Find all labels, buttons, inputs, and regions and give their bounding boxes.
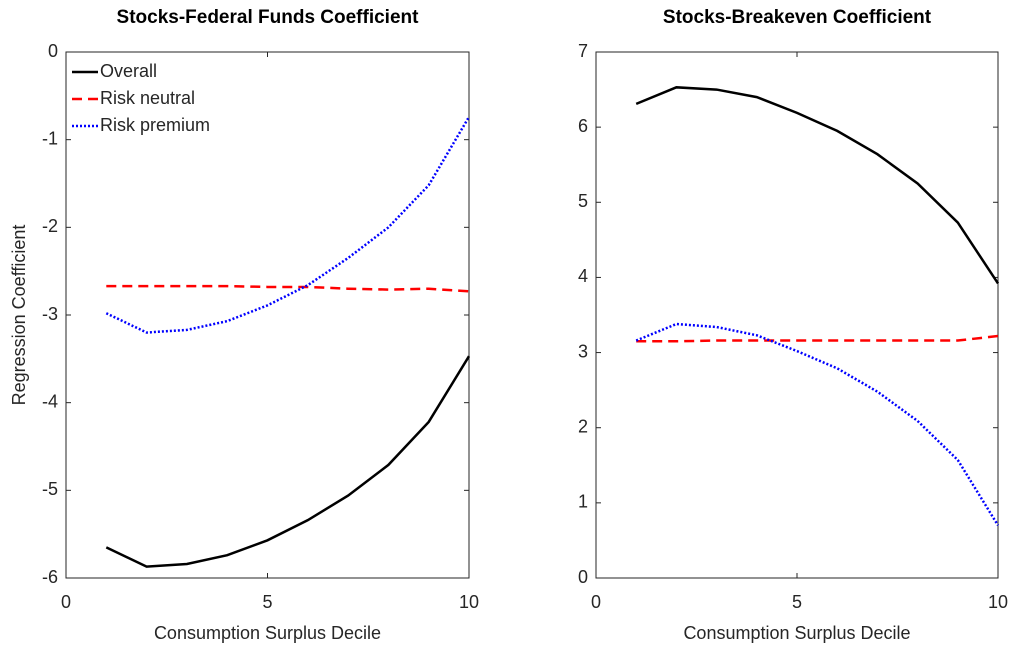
series-line [106,284,470,293]
y-axis-label: Regression Coefficient [9,225,29,406]
y-tick-label: 0 [578,567,588,587]
x-axis-label: Consumption Surplus Decile [154,623,381,643]
y-tick-label: 3 [578,341,588,361]
x-tick-label: 0 [591,592,601,612]
y-tick-label: 5 [578,191,588,211]
x-tick-label: 5 [792,592,802,612]
x-tick-label: 10 [459,592,479,612]
y-tick-label: -1 [42,128,58,148]
y-tick-label: 1 [578,492,588,512]
series-line [105,116,471,334]
series-line [635,86,1000,285]
legend-label: Risk neutral [100,88,195,108]
y-tick-label: -3 [42,304,58,324]
series-line [105,355,471,568]
x-axis-label: Consumption Surplus Decile [683,623,910,643]
y-tick-label: -4 [42,391,58,411]
y-tick-label: 0 [48,41,58,61]
chart-title: Stocks-Federal Funds Coefficient [117,7,420,28]
x-tick-label: 10 [988,592,1008,612]
y-tick-label: -5 [42,479,58,499]
x-tick-label: 5 [262,592,272,612]
y-tick-label: 6 [578,116,588,136]
chart-title: Stocks-Breakeven Coefficient [663,7,932,28]
y-tick-label: 2 [578,416,588,436]
y-tick-label: 7 [578,41,588,61]
plot-frame [595,51,999,579]
y-tick-label: -2 [42,216,58,236]
legend-label: Overall [100,61,157,81]
y-tick-label: -6 [42,567,58,587]
y-tick-label: 4 [578,266,588,286]
x-tick-label: 0 [61,592,71,612]
series-line [636,334,999,343]
legend-label: Risk premium [100,115,210,135]
series-line [635,322,1000,527]
